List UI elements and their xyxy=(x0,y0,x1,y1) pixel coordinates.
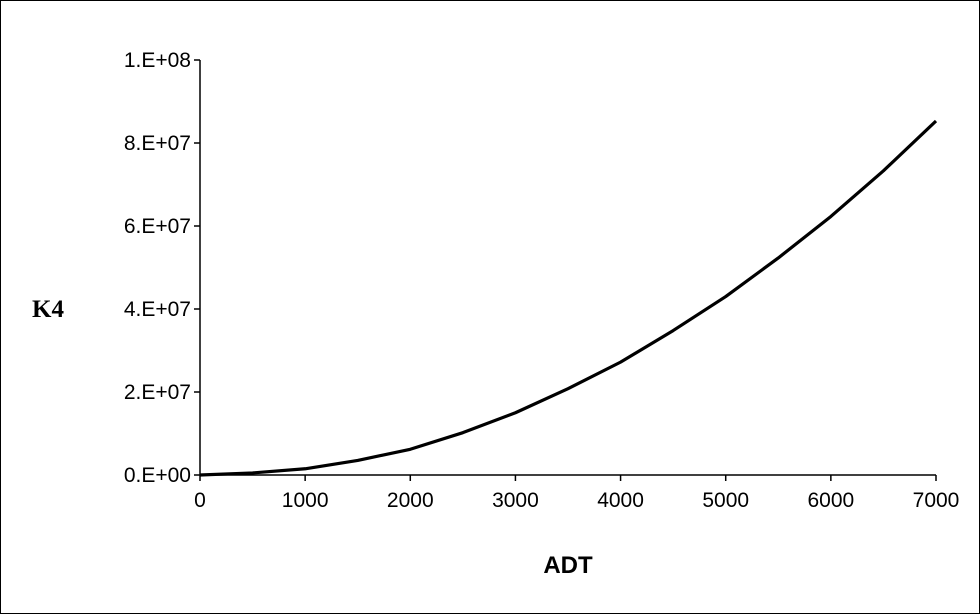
x-tick-label: 3000 xyxy=(492,489,539,512)
x-tick-label: 4000 xyxy=(597,489,644,512)
axes xyxy=(199,60,936,476)
x-tick-label: 6000 xyxy=(807,489,854,512)
x-tick-label: 0 xyxy=(194,489,206,512)
x-tick-label: 7000 xyxy=(913,489,960,512)
x-axis-label: ADT xyxy=(543,552,593,579)
y-tick-label: 8.E+07 xyxy=(124,132,191,155)
x-ticks: 0 1000 2000 3000 4000 5000 6000 7000 xyxy=(194,475,959,512)
y-tick-label: 0.E+00 xyxy=(124,464,191,487)
y-tick-label: 1.E+08 xyxy=(124,49,191,72)
y-ticks: 0.E+00 2.E+07 4.E+07 6.E+07 8.E+07 1.E+08 xyxy=(124,49,200,487)
x-tick-label: 1000 xyxy=(282,489,329,512)
y-axis-label: K4 xyxy=(32,296,64,323)
series-line xyxy=(199,119,938,477)
x-tick-label: 5000 xyxy=(702,489,749,512)
y-tick-label: 6.E+07 xyxy=(124,215,191,238)
x-tick-label: 2000 xyxy=(387,489,434,512)
y-tick-label: 4.E+07 xyxy=(124,298,191,321)
y-tick-label: 2.E+07 xyxy=(124,381,191,404)
plot-series xyxy=(199,119,938,477)
